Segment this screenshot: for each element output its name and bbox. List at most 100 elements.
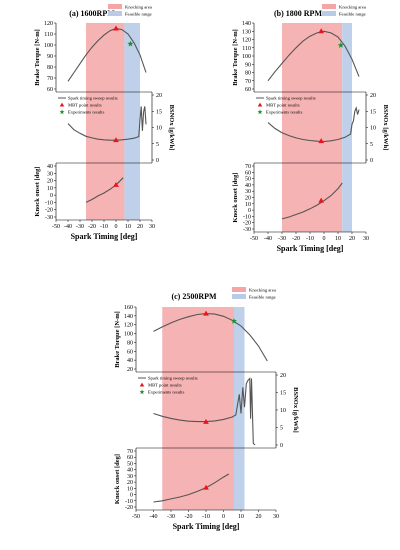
subplot-bsnox: 0 5 10 15 20 BSNOx [g/kWh] Spark timing sweep …	[136, 371, 299, 449]
mbt-point-knock	[203, 484, 209, 490]
mbt-point-torque	[318, 28, 325, 34]
y-axis-title-bsnox: BSNOx [g/kWh]	[292, 387, 299, 433]
x-tick-label: 10	[335, 236, 341, 242]
sweep-line-torque	[153, 313, 268, 362]
feasible-range-band	[342, 23, 352, 232]
x-tick-label: -10	[306, 236, 314, 242]
x-tick-label: -50	[250, 236, 258, 242]
x-tick-label: 10	[125, 224, 131, 230]
y-tick-label-torque: 70	[245, 79, 251, 85]
legend-swatch-knocking	[322, 4, 336, 9]
y-tick-label-knock: 50	[127, 461, 133, 467]
legend-label-knocking: Knocking area	[249, 288, 276, 293]
legend-label-feasible: Feasible range	[339, 12, 366, 17]
y-tick-label-torque: 110	[44, 32, 53, 38]
x-tick-label: -20	[88, 224, 96, 230]
y-tick-label-bsnox: 10	[280, 408, 286, 414]
x-tick-label: 30	[149, 224, 155, 230]
mbt-point-knock	[113, 181, 119, 187]
feasible-range-band	[234, 307, 245, 510]
legend-mbt-label: MBT point results	[148, 383, 182, 388]
knocking-area-band	[282, 23, 343, 232]
y-tick-label-bsnox: 5	[156, 142, 159, 148]
legend-label-knocking: Knocking area	[125, 5, 152, 10]
y-tick-label-knock: -10	[243, 214, 251, 220]
y-tick-label-bsnox: 10	[370, 126, 376, 132]
x-tick-label: -40	[150, 514, 158, 520]
y-axis-title-knock: Knock onset [deg]	[232, 172, 239, 222]
legend-sweep-label: Spark timing sweep results	[266, 96, 316, 101]
x-tick-label: -30	[278, 236, 286, 242]
y-tick-label-knock: 60	[127, 455, 133, 461]
y-axis-title-knock: Knock onset [deg]	[34, 166, 41, 216]
y-tick-label-torque: 90	[245, 62, 251, 68]
chart-panel-1: (b) 1800 RPM Knocking area Feasible range 6…	[232, 4, 389, 253]
y-axis-title-bsnox: BSNOx [g/kWh]	[382, 105, 389, 151]
y-axis-title-knock: Knock onset [deg]	[114, 454, 121, 504]
sweep-line-torque	[267, 30, 360, 82]
y-tick-label-torque: 60	[127, 349, 133, 355]
x-tick-label: 20	[256, 514, 262, 520]
mbt-point-torque	[203, 310, 209, 316]
y-tick-label-torque: 140	[124, 314, 133, 320]
y-tick-label-torque: 80	[47, 65, 53, 71]
x-tick-label: -50	[132, 514, 140, 520]
x-tick-label: -10	[202, 514, 210, 520]
y-tick-label-torque: 120	[242, 38, 251, 44]
mbt-point-knock	[318, 197, 325, 203]
legend-experiment-marker	[257, 109, 263, 115]
legend-sweep-label: Spark timing sweep results	[68, 96, 118, 101]
y-tick-label-bsnox: 0	[280, 443, 283, 449]
y-tick-label-bsnox: 0	[370, 158, 373, 164]
y-tick-label-torque: 80	[245, 71, 251, 77]
x-tick-label: -10	[100, 224, 108, 230]
y-tick-label-bsnox: 15	[280, 391, 286, 397]
legend-label-knocking: Knocking area	[339, 5, 366, 10]
y-tick-label-torque: 70	[47, 76, 53, 82]
x-tick-label: 20	[137, 224, 143, 230]
legend-swatch-feasible	[108, 11, 122, 16]
legend-experiment-marker	[59, 109, 65, 115]
experiment-point-torque	[127, 40, 134, 47]
x-tick-label: -30	[76, 224, 84, 230]
mbt-point-bsnox	[203, 418, 209, 424]
y-tick-label-torque: 140	[242, 21, 251, 27]
knocking-area-band	[86, 23, 125, 220]
x-axis-title: Spark Timing [deg]	[277, 244, 344, 253]
y-tick-label-knock: -10	[45, 200, 53, 206]
chart-title: (c) 2500RPM	[171, 292, 217, 301]
legend-experiment-marker	[139, 389, 145, 395]
chart-panel-0: (a) 1600RPM Knocking area Feasible range 60…	[34, 4, 175, 241]
legend-mbt-marker	[59, 102, 65, 107]
x-tick-label: 20	[349, 236, 355, 242]
x-tick-label: -30	[167, 514, 175, 520]
experiment-point-torque	[337, 42, 344, 48]
y-tick-label-knock: 20	[245, 196, 251, 202]
y-tick-label-bsnox: 5	[280, 426, 283, 432]
legend-swatch-feasible	[232, 294, 246, 299]
subplot-bsnox: 0 5 10 15 20 BSNOx [g/kWh] Spark timing sweep …	[254, 91, 389, 164]
y-tick-label-bsnox: 10	[156, 126, 162, 132]
y-tick-label-knock: 10	[47, 186, 53, 192]
legend-mbt-marker	[139, 382, 145, 387]
y-tick-label-knock: 40	[127, 468, 133, 474]
y-tick-label-knock: 20	[47, 179, 53, 185]
y-tick-label-torque: 80	[127, 340, 133, 346]
legend-swatch-feasible	[322, 11, 336, 16]
feasible-range-band	[124, 23, 140, 220]
legend-mbt-label: MBT point results	[68, 103, 102, 108]
x-axis-title: Spark Timing [deg]	[173, 522, 240, 531]
y-axis-title-torque: Brake Torque [N-m]	[232, 29, 239, 86]
legend-swatch-knocking	[232, 287, 246, 292]
y-tick-label-torque: 20	[127, 367, 133, 373]
y-tick-label-torque: 60	[245, 87, 251, 93]
x-axis-title: Spark Timing [deg]	[71, 232, 138, 241]
mbt-point-bsnox	[318, 138, 325, 144]
y-tick-label-knock: 70	[245, 164, 251, 170]
y-tick-label-torque: 40	[127, 358, 133, 364]
sweep-line-knock	[153, 473, 230, 503]
sweep-line-torque	[67, 27, 147, 82]
x-tick-label: -20	[292, 236, 300, 242]
